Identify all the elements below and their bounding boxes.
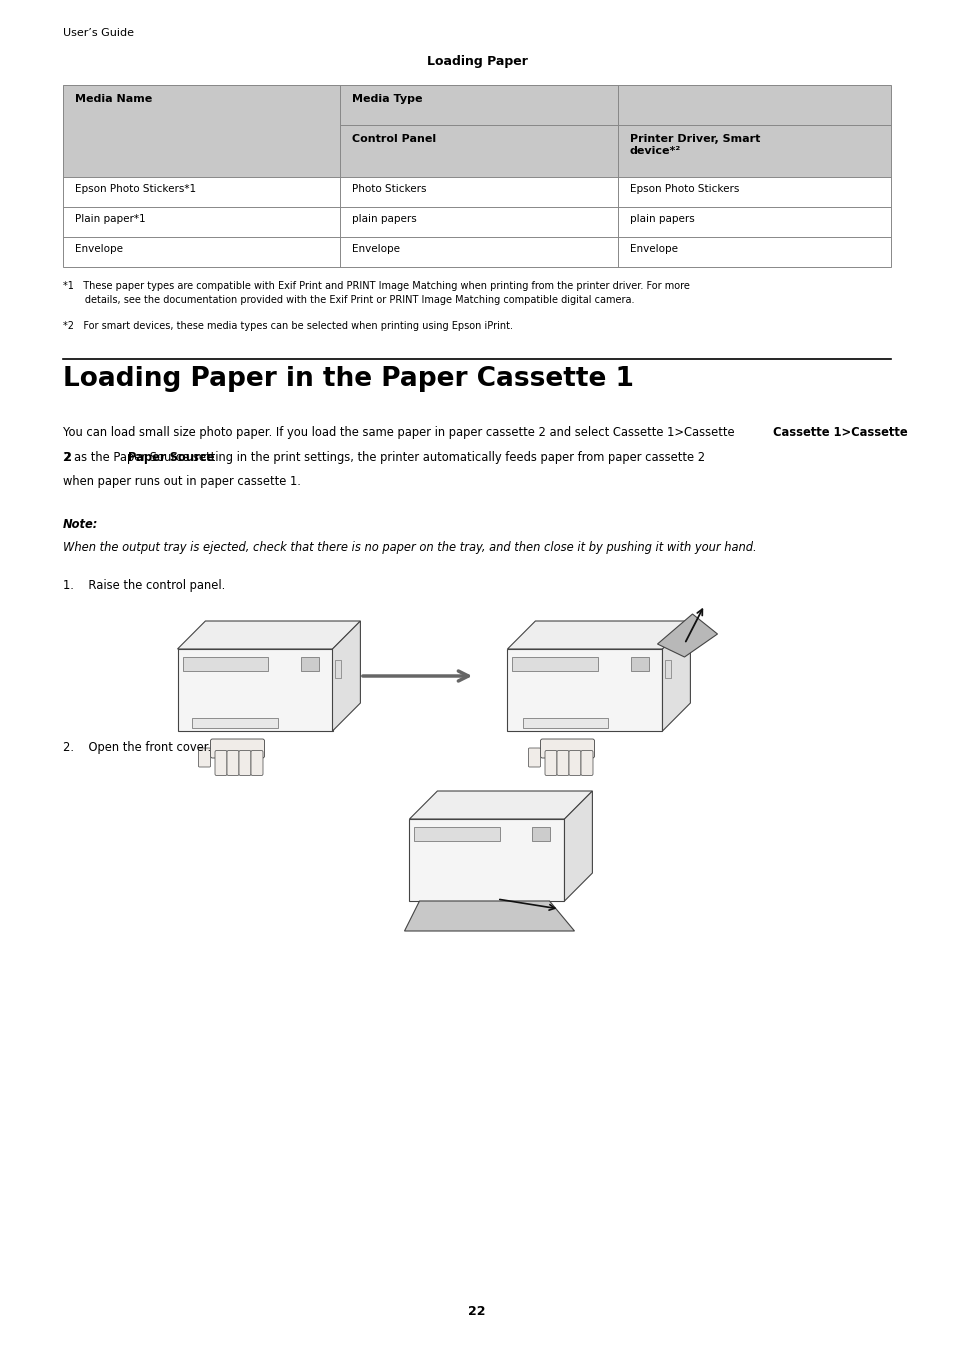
Polygon shape bbox=[409, 791, 592, 819]
Bar bbox=[630, 657, 648, 671]
Bar bbox=[512, 657, 598, 671]
Polygon shape bbox=[564, 791, 592, 900]
FancyBboxPatch shape bbox=[568, 751, 580, 775]
FancyBboxPatch shape bbox=[214, 751, 227, 775]
FancyBboxPatch shape bbox=[544, 751, 557, 775]
Text: Loading Paper in the Paper Cassette 1: Loading Paper in the Paper Cassette 1 bbox=[63, 366, 634, 392]
Bar bbox=[335, 660, 340, 678]
FancyBboxPatch shape bbox=[557, 751, 568, 775]
Text: Control Panel: Control Panel bbox=[352, 134, 436, 144]
Bar bbox=[507, 649, 661, 730]
Bar bbox=[522, 718, 607, 728]
Bar bbox=[532, 828, 550, 841]
Text: *2   For smart devices, these media types can be selected when printing using Ep: *2 For smart devices, these media types … bbox=[63, 321, 513, 331]
Polygon shape bbox=[404, 900, 574, 931]
Bar bbox=[664, 660, 670, 678]
Bar bbox=[409, 819, 564, 900]
Text: Media Name: Media Name bbox=[75, 95, 152, 104]
Text: 2 as the Paper Source setting in the print settings, the printer automatically f: 2 as the Paper Source setting in the pri… bbox=[63, 451, 704, 463]
Polygon shape bbox=[507, 621, 690, 649]
Text: When the output tray is ejected, check that there is no paper on the tray, and t: When the output tray is ejected, check t… bbox=[63, 541, 756, 554]
Text: Photo Stickers: Photo Stickers bbox=[352, 184, 426, 194]
Polygon shape bbox=[657, 614, 717, 657]
Bar bbox=[414, 828, 499, 841]
Text: Envelope: Envelope bbox=[629, 244, 677, 254]
FancyBboxPatch shape bbox=[580, 751, 593, 775]
Text: You can load small size photo paper. If you load the same paper in paper cassett: You can load small size photo paper. If … bbox=[63, 427, 734, 439]
Polygon shape bbox=[333, 621, 360, 730]
Text: plain papers: plain papers bbox=[352, 215, 416, 224]
Text: Printer Driver, Smart
device*²: Printer Driver, Smart device*² bbox=[629, 134, 760, 157]
Bar bbox=[182, 657, 268, 671]
Bar bbox=[63, 238, 890, 267]
Text: when paper runs out in paper cassette 1.: when paper runs out in paper cassette 1. bbox=[63, 475, 300, 487]
Bar bbox=[177, 649, 333, 730]
FancyBboxPatch shape bbox=[211, 738, 264, 757]
Text: Plain paper*1: Plain paper*1 bbox=[75, 215, 146, 224]
FancyBboxPatch shape bbox=[239, 751, 251, 775]
Text: Paper Source: Paper Source bbox=[128, 451, 214, 463]
Text: Note:: Note: bbox=[63, 517, 98, 531]
FancyBboxPatch shape bbox=[251, 751, 263, 775]
Polygon shape bbox=[177, 621, 360, 649]
Text: Loading Paper: Loading Paper bbox=[426, 55, 527, 68]
Text: User’s Guide: User’s Guide bbox=[63, 28, 133, 38]
Text: Envelope: Envelope bbox=[352, 244, 400, 254]
Bar bbox=[340, 126, 890, 177]
Text: 2: 2 bbox=[63, 451, 71, 463]
Bar bbox=[63, 177, 890, 207]
Bar bbox=[63, 85, 890, 126]
Text: 22: 22 bbox=[468, 1305, 485, 1318]
Bar bbox=[63, 207, 890, 238]
Text: Cassette 1>Cassette: Cassette 1>Cassette bbox=[772, 427, 906, 439]
Text: 1.    Raise the control panel.: 1. Raise the control panel. bbox=[63, 579, 225, 593]
FancyBboxPatch shape bbox=[528, 748, 540, 767]
Bar bbox=[63, 85, 890, 267]
Text: 2.    Open the front cover.: 2. Open the front cover. bbox=[63, 741, 211, 755]
Bar bbox=[193, 718, 277, 728]
FancyBboxPatch shape bbox=[540, 738, 594, 757]
Polygon shape bbox=[661, 621, 690, 730]
Text: Epson Photo Stickers*1: Epson Photo Stickers*1 bbox=[75, 184, 196, 194]
Text: *1   These paper types are compatible with Exif Print and PRINT Image Matching w: *1 These paper types are compatible with… bbox=[63, 281, 689, 305]
Bar bbox=[300, 657, 318, 671]
Text: Media Type: Media Type bbox=[352, 95, 422, 104]
Text: Epson Photo Stickers: Epson Photo Stickers bbox=[629, 184, 739, 194]
FancyBboxPatch shape bbox=[227, 751, 239, 775]
Text: plain papers: plain papers bbox=[629, 215, 694, 224]
Bar bbox=[63, 126, 340, 177]
Text: Envelope: Envelope bbox=[75, 244, 123, 254]
FancyBboxPatch shape bbox=[198, 748, 211, 767]
